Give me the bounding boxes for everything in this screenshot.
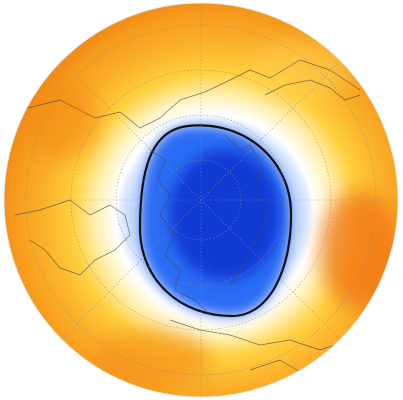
yellow-patch [250, 40, 350, 100]
warm-patch [90, 330, 210, 390]
warm-patch [320, 190, 398, 310]
warm-patch [20, 80, 100, 160]
vortex-contour [138, 124, 293, 318]
vortex-core [170, 150, 280, 280]
disk-edge [3, 2, 399, 398]
